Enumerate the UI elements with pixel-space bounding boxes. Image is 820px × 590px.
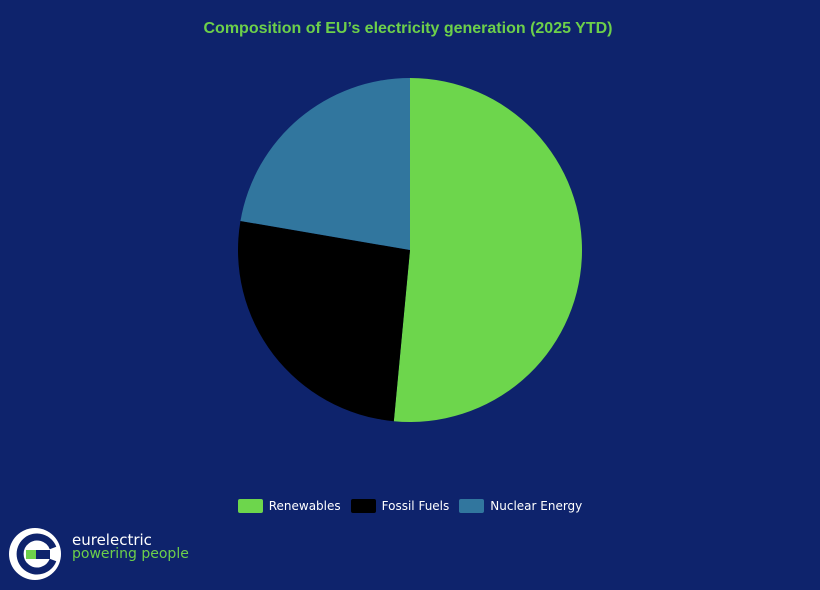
- pie-chart: [237, 78, 582, 422]
- legend-label-renewables: Renewables: [268, 499, 341, 513]
- eurelectric-logo-icon: [9, 528, 61, 580]
- legend-item-nuclear-energy[interactable]: Nuclear Energy: [459, 499, 582, 513]
- pie-slice-renewables[interactable]: [393, 78, 582, 422]
- legend-swatch-fossil-fuels: [350, 499, 376, 513]
- chart-title: Composition of EU’s electricity generati…: [203, 20, 613, 37]
- legend-swatch-nuclear-energy: [459, 499, 485, 513]
- eurelectric-logo: eurelectric powering people: [8, 527, 208, 581]
- legend-swatch-renewables: [237, 499, 263, 513]
- logo-name: eurelectric: [72, 531, 152, 549]
- pie-slice-fossil-fuels[interactable]: [237, 220, 410, 422]
- legend-item-renewables[interactable]: Renewables: [237, 499, 341, 513]
- logo-tagline: powering people: [72, 546, 189, 562]
- legend-item-fossil-fuels[interactable]: Fossil Fuels: [350, 499, 450, 513]
- chart-legend: Renewables Fossil Fuels Nuclear Energy: [0, 499, 820, 513]
- pie-slice-nuclear-energy[interactable]: [240, 78, 410, 250]
- legend-label-fossil-fuels: Fossil Fuels: [381, 499, 450, 513]
- legend-label-nuclear-energy: Nuclear Energy: [490, 499, 583, 513]
